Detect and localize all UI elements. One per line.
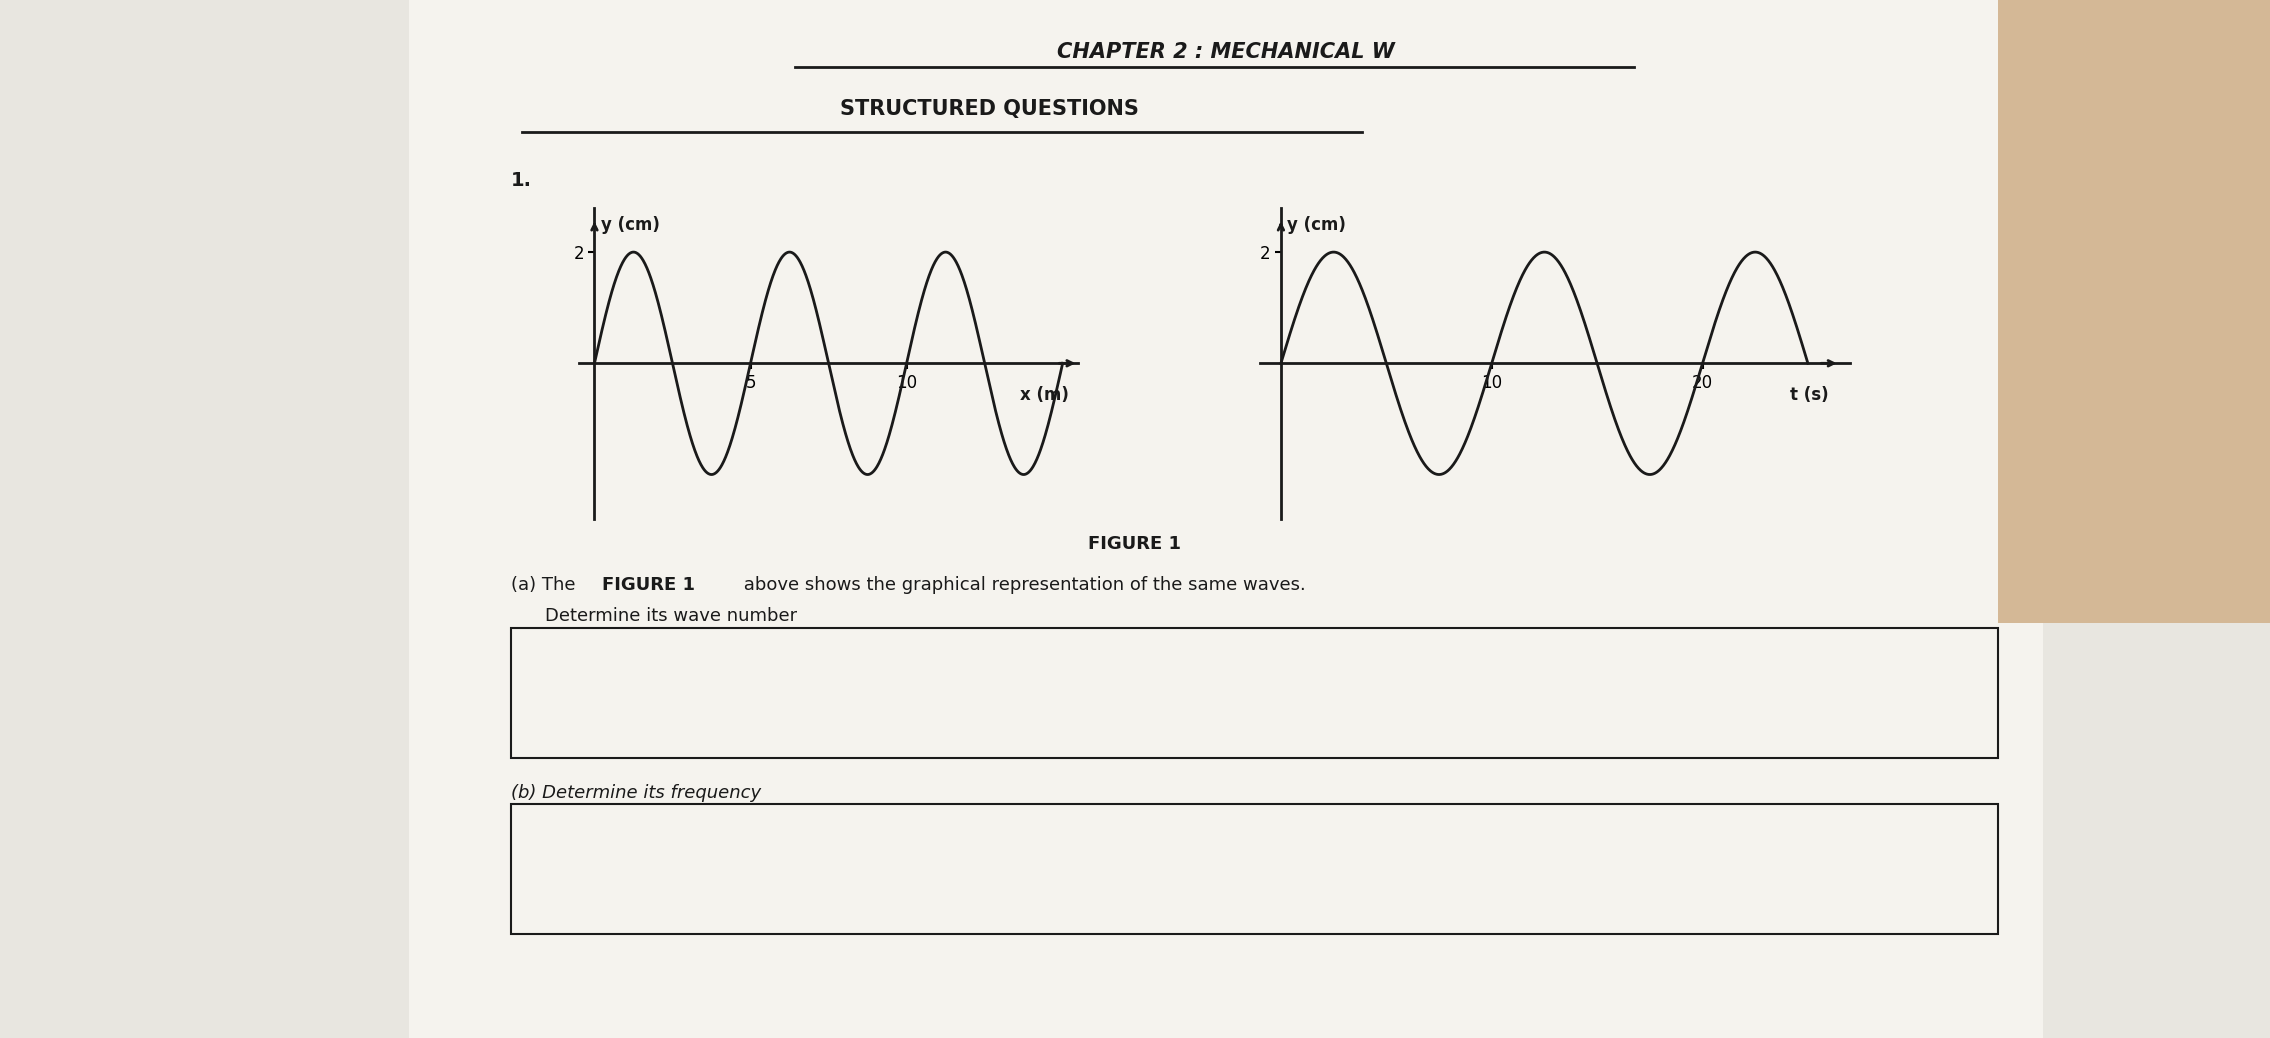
Text: FIGURE 1: FIGURE 1	[602, 576, 695, 594]
Text: (a) The: (a) The	[511, 576, 581, 594]
Text: y (cm): y (cm)	[1287, 216, 1346, 234]
Text: t (s): t (s)	[1791, 385, 1830, 404]
FancyBboxPatch shape	[409, 0, 2043, 1038]
Text: y (cm): y (cm)	[602, 216, 661, 234]
Text: (b) Determine its frequency: (b) Determine its frequency	[511, 784, 760, 801]
Text: Determine its wave number: Determine its wave number	[545, 607, 797, 625]
Text: above shows the graphical representation of the same waves.: above shows the graphical representation…	[738, 576, 1305, 594]
FancyBboxPatch shape	[1998, 0, 2270, 623]
Text: CHAPTER 2 : MECHANICAL W: CHAPTER 2 : MECHANICAL W	[1058, 42, 1394, 61]
FancyBboxPatch shape	[511, 628, 1998, 758]
Text: 1.: 1.	[511, 171, 531, 190]
Text: STRUCTURED QUESTIONS: STRUCTURED QUESTIONS	[840, 99, 1140, 118]
Text: FIGURE 1: FIGURE 1	[1090, 535, 1180, 552]
FancyBboxPatch shape	[511, 804, 1998, 934]
Text: x (m): x (m)	[1019, 385, 1069, 404]
